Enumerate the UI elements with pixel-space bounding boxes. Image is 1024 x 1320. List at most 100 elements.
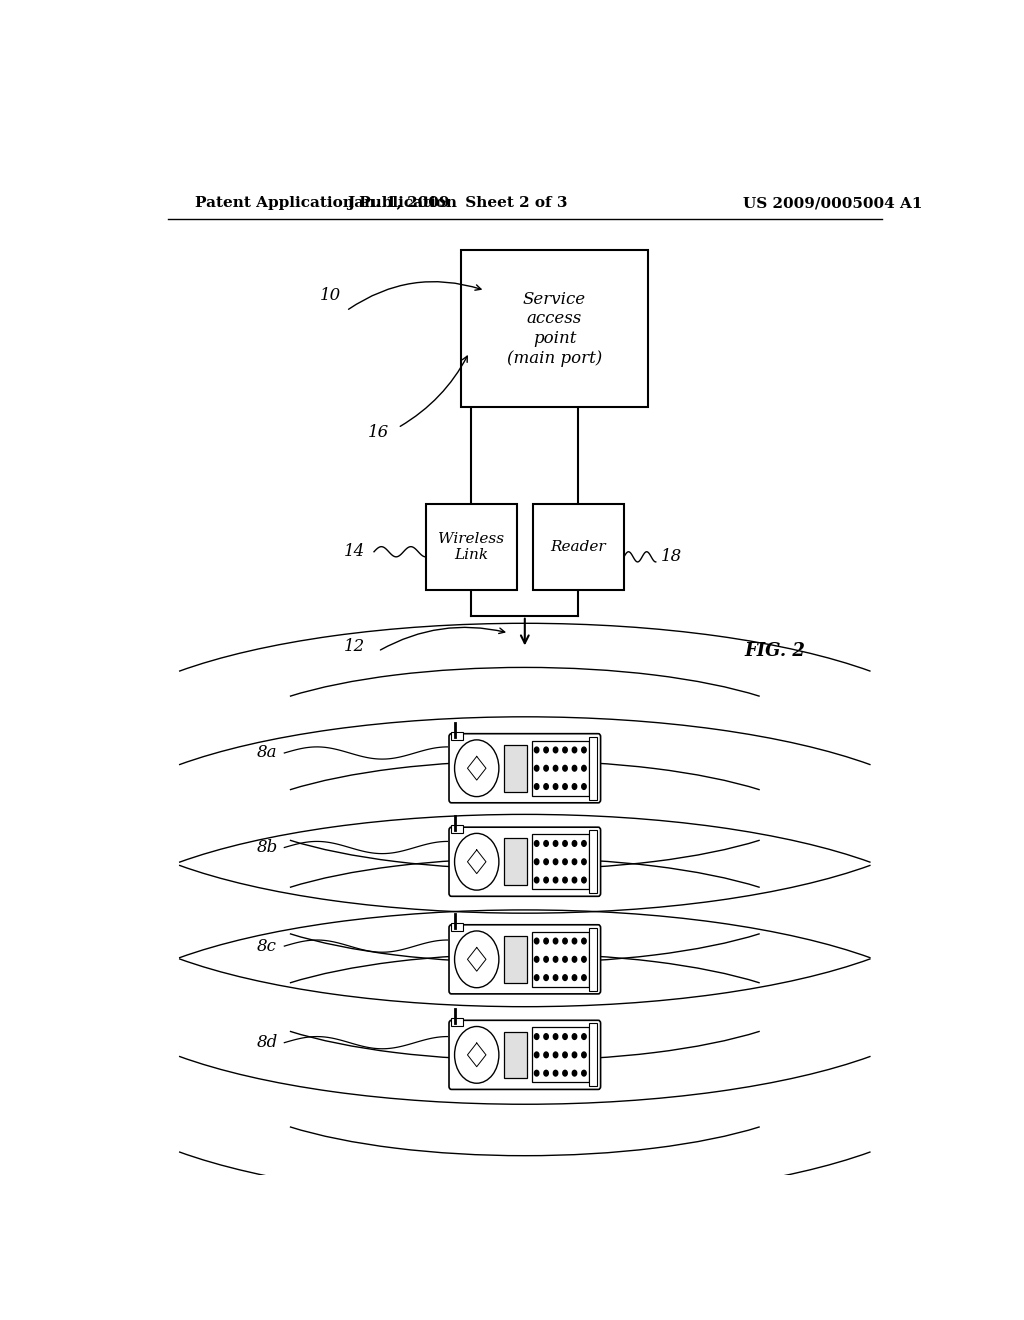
Circle shape <box>572 859 577 865</box>
Bar <box>589 1023 597 1086</box>
Circle shape <box>535 859 539 865</box>
Circle shape <box>572 841 577 846</box>
Circle shape <box>553 841 558 846</box>
FancyBboxPatch shape <box>452 923 463 931</box>
Bar <box>532 504 624 590</box>
Circle shape <box>563 784 567 789</box>
Circle shape <box>553 1034 558 1039</box>
Circle shape <box>535 747 539 752</box>
Bar <box>531 741 589 796</box>
Circle shape <box>563 1052 567 1057</box>
Circle shape <box>535 1052 539 1057</box>
Circle shape <box>572 878 577 883</box>
Circle shape <box>582 841 586 846</box>
Circle shape <box>544 784 548 789</box>
Text: Jan. 1, 2009   Sheet 2 of 3: Jan. 1, 2009 Sheet 2 of 3 <box>347 197 567 210</box>
Circle shape <box>563 841 567 846</box>
Bar <box>504 744 527 792</box>
Circle shape <box>535 939 539 944</box>
FancyBboxPatch shape <box>452 1018 463 1027</box>
Circle shape <box>459 746 495 791</box>
FancyBboxPatch shape <box>452 731 463 739</box>
Circle shape <box>563 974 567 981</box>
Text: Wireless
Link: Wireless Link <box>438 532 504 562</box>
Bar <box>589 830 597 894</box>
Text: 10: 10 <box>319 288 341 304</box>
Circle shape <box>572 1071 577 1076</box>
Circle shape <box>535 1071 539 1076</box>
Circle shape <box>544 974 548 981</box>
Circle shape <box>459 840 495 884</box>
Circle shape <box>553 957 558 962</box>
Circle shape <box>544 747 548 752</box>
Circle shape <box>563 878 567 883</box>
Circle shape <box>535 957 539 962</box>
Text: US 2009/0005004 A1: US 2009/0005004 A1 <box>743 197 923 210</box>
Bar <box>504 936 527 982</box>
Circle shape <box>535 878 539 883</box>
Circle shape <box>553 878 558 883</box>
Circle shape <box>553 1071 558 1076</box>
Circle shape <box>572 747 577 752</box>
Text: 8b: 8b <box>256 840 278 855</box>
Circle shape <box>572 766 577 771</box>
Text: FIG. 2: FIG. 2 <box>744 643 805 660</box>
Circle shape <box>572 939 577 944</box>
Circle shape <box>572 784 577 789</box>
Bar <box>504 1031 527 1078</box>
Circle shape <box>544 1052 548 1057</box>
Circle shape <box>535 766 539 771</box>
FancyBboxPatch shape <box>449 828 601 896</box>
FancyBboxPatch shape <box>452 825 463 833</box>
FancyBboxPatch shape <box>449 1020 601 1089</box>
Circle shape <box>582 1034 586 1039</box>
Circle shape <box>553 1052 558 1057</box>
Circle shape <box>582 974 586 981</box>
Circle shape <box>572 1052 577 1057</box>
Circle shape <box>544 878 548 883</box>
Circle shape <box>572 957 577 962</box>
FancyArrowPatch shape <box>380 627 505 649</box>
Bar <box>589 928 597 991</box>
Circle shape <box>553 859 558 865</box>
Bar <box>504 838 527 886</box>
Bar <box>589 737 597 800</box>
Circle shape <box>535 784 539 789</box>
Circle shape <box>544 1071 548 1076</box>
Circle shape <box>563 766 567 771</box>
Circle shape <box>553 974 558 981</box>
Circle shape <box>553 747 558 752</box>
Circle shape <box>553 939 558 944</box>
Circle shape <box>582 784 586 789</box>
Circle shape <box>535 974 539 981</box>
Text: 16: 16 <box>368 424 389 441</box>
Text: 8c: 8c <box>257 937 276 954</box>
FancyBboxPatch shape <box>449 925 601 994</box>
Circle shape <box>553 766 558 771</box>
FancyArrowPatch shape <box>348 281 481 309</box>
Bar <box>531 834 589 890</box>
Circle shape <box>582 1071 586 1076</box>
Circle shape <box>582 766 586 771</box>
Bar <box>531 932 589 987</box>
Circle shape <box>544 859 548 865</box>
Circle shape <box>544 766 548 771</box>
Circle shape <box>459 1032 495 1077</box>
Circle shape <box>563 939 567 944</box>
Circle shape <box>459 937 495 982</box>
Text: 18: 18 <box>660 548 682 565</box>
Circle shape <box>563 1071 567 1076</box>
Circle shape <box>572 1034 577 1039</box>
FancyBboxPatch shape <box>449 734 601 803</box>
FancyArrowPatch shape <box>400 356 467 426</box>
Circle shape <box>563 957 567 962</box>
Circle shape <box>544 841 548 846</box>
Circle shape <box>572 974 577 981</box>
Circle shape <box>544 939 548 944</box>
Circle shape <box>544 957 548 962</box>
Circle shape <box>563 747 567 752</box>
Text: Patent Application Publication: Patent Application Publication <box>196 197 458 210</box>
Circle shape <box>582 1052 586 1057</box>
Circle shape <box>582 939 586 944</box>
Bar <box>426 504 517 590</box>
